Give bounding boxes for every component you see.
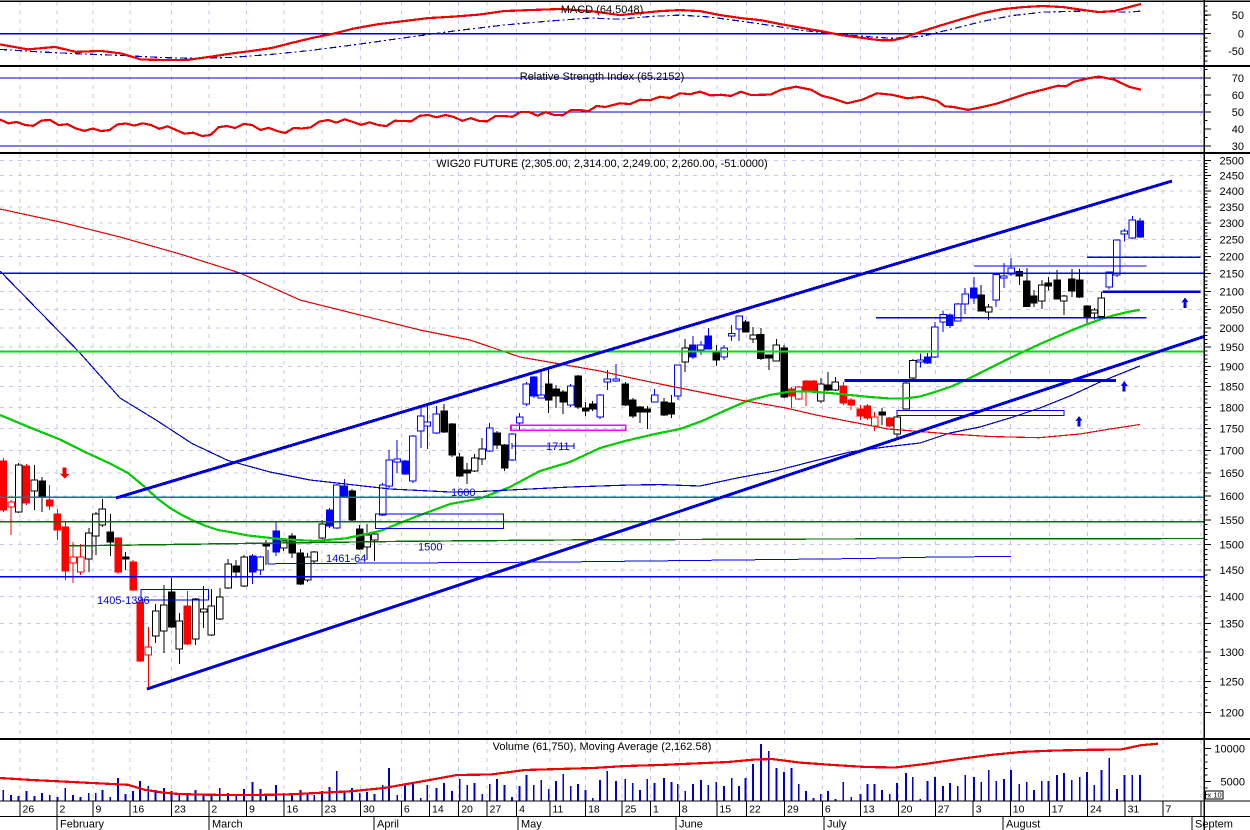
svg-text:20: 20 <box>901 804 913 816</box>
svg-text:2200: 2200 <box>1220 251 1244 263</box>
svg-text:1405-1396: 1405-1396 <box>97 595 150 607</box>
svg-text:2300: 2300 <box>1220 218 1244 230</box>
svg-text:25: 25 <box>625 804 637 816</box>
svg-text:31: 31 <box>1128 804 1140 816</box>
svg-text:1600: 1600 <box>1220 491 1244 503</box>
svg-text:2500: 2500 <box>1220 155 1244 167</box>
svg-text:6: 6 <box>825 804 831 816</box>
svg-text:June: June <box>679 819 703 830</box>
svg-text:1350: 1350 <box>1220 619 1244 631</box>
svg-text:30: 30 <box>1232 141 1244 153</box>
svg-text:0: 0 <box>1238 29 1244 41</box>
svg-text:50: 50 <box>1232 107 1244 119</box>
svg-text:1711: 1711 <box>546 441 570 453</box>
svg-text:Relative Strength Index (65.21: Relative Strength Index (65.2152) <box>520 71 685 83</box>
svg-text:Septem: Septem <box>1195 819 1233 830</box>
svg-text:1900: 1900 <box>1220 362 1244 374</box>
svg-text:April: April <box>377 819 399 830</box>
svg-text:4: 4 <box>519 804 525 816</box>
svg-text:60: 60 <box>1232 90 1244 102</box>
svg-text:1200: 1200 <box>1220 707 1244 719</box>
svg-text:27: 27 <box>938 804 950 816</box>
svg-text:27: 27 <box>490 804 502 816</box>
svg-text:1650: 1650 <box>1220 468 1244 480</box>
svg-text:3: 3 <box>976 804 982 816</box>
svg-text:26: 26 <box>23 804 35 816</box>
svg-text:23: 23 <box>174 804 186 816</box>
svg-text:May: May <box>521 819 542 830</box>
svg-text:1700: 1700 <box>1220 445 1244 457</box>
svg-text:x 10: x 10 <box>1208 791 1222 800</box>
svg-text:16: 16 <box>287 804 299 816</box>
svg-text:10000: 10000 <box>1214 744 1245 756</box>
svg-text:9: 9 <box>249 804 255 816</box>
svg-text:2450: 2450 <box>1220 171 1244 183</box>
svg-text:2000: 2000 <box>1220 323 1244 335</box>
svg-text:2: 2 <box>60 804 66 816</box>
svg-text:29: 29 <box>787 804 799 816</box>
svg-text:14: 14 <box>432 804 444 816</box>
svg-text:1850: 1850 <box>1220 382 1244 394</box>
svg-text:18: 18 <box>588 804 600 816</box>
svg-text:10: 10 <box>1013 804 1025 816</box>
svg-text:1461-64: 1461-64 <box>326 553 366 565</box>
svg-text:5000: 5000 <box>1221 777 1245 789</box>
svg-text:8: 8 <box>682 804 688 816</box>
svg-text:2: 2 <box>211 804 217 816</box>
svg-text:7: 7 <box>1166 804 1172 816</box>
svg-text:40: 40 <box>1232 124 1244 136</box>
svg-text:1550: 1550 <box>1220 515 1244 527</box>
svg-text:August: August <box>1006 819 1040 830</box>
svg-text:1400: 1400 <box>1220 591 1244 603</box>
svg-text:1: 1 <box>653 804 659 816</box>
svg-text:1450: 1450 <box>1220 565 1244 577</box>
svg-text:2150: 2150 <box>1220 269 1244 281</box>
svg-text:70: 70 <box>1232 73 1244 85</box>
svg-text:MACD (64.5048): MACD (64.5048) <box>561 4 644 16</box>
svg-text:1300: 1300 <box>1220 647 1244 659</box>
svg-text:11: 11 <box>552 804 563 816</box>
svg-text:17: 17 <box>1052 804 1064 816</box>
svg-text:23: 23 <box>325 804 337 816</box>
svg-text:1600: 1600 <box>451 487 475 499</box>
svg-text:1250: 1250 <box>1220 677 1244 689</box>
svg-text:2100: 2100 <box>1220 286 1244 298</box>
svg-text:1800: 1800 <box>1220 402 1244 414</box>
svg-text:1500: 1500 <box>1220 540 1244 552</box>
svg-text:July: July <box>827 819 847 830</box>
svg-text:1500: 1500 <box>418 542 442 554</box>
svg-text:50: 50 <box>1232 10 1244 22</box>
svg-text:-50: -50 <box>1228 46 1244 58</box>
svg-text:15: 15 <box>719 804 731 816</box>
svg-text:13: 13 <box>863 804 875 816</box>
svg-text:2350: 2350 <box>1220 202 1244 214</box>
svg-text:2400: 2400 <box>1220 186 1244 198</box>
svg-text:2250: 2250 <box>1220 235 1244 247</box>
svg-text:March: March <box>212 819 243 830</box>
svg-text:Volume (61,750), Moving Averag: Volume (61,750), Moving Average (2,162.5… <box>493 741 712 753</box>
svg-text:24: 24 <box>1090 804 1102 816</box>
svg-text:9: 9 <box>96 804 102 816</box>
svg-text:February: February <box>60 819 105 830</box>
svg-text:2050: 2050 <box>1220 305 1244 317</box>
svg-text:6: 6 <box>404 804 410 816</box>
svg-text:WIG20 FUTURE (2,305.00, 2,314.: WIG20 FUTURE (2,305.00, 2,314.00, 2,249.… <box>436 158 767 170</box>
svg-text:1750: 1750 <box>1220 424 1244 436</box>
svg-text:20: 20 <box>461 804 473 816</box>
svg-text:1950: 1950 <box>1220 342 1244 354</box>
svg-text:30: 30 <box>363 804 375 816</box>
svg-text:22: 22 <box>749 804 761 816</box>
svg-text:16: 16 <box>133 804 145 816</box>
